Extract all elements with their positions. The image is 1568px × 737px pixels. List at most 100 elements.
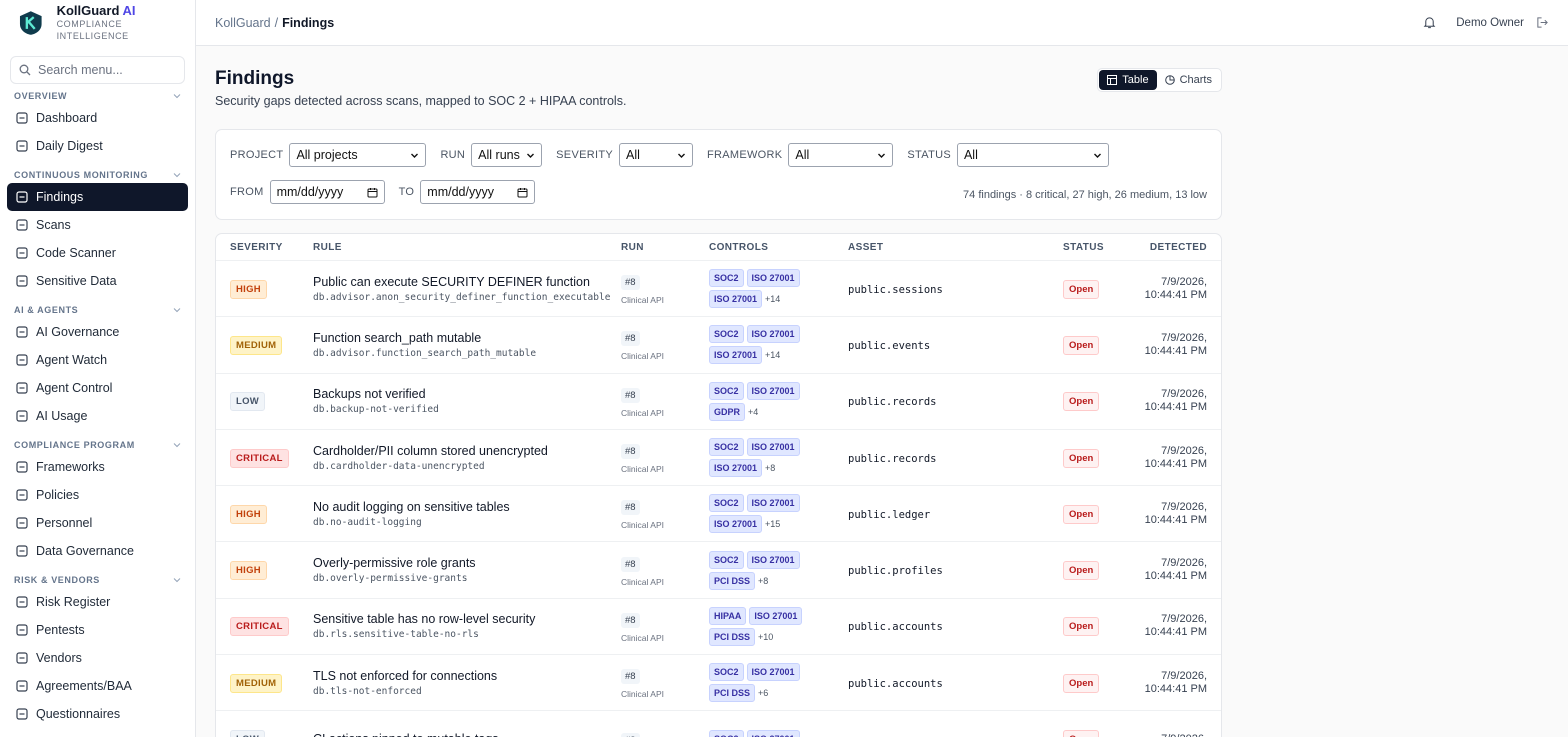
column-header[interactable]: DETECTED <box>1149 241 1207 253</box>
nav-section[interactable]: AI & AGENTS <box>0 302 195 318</box>
rule-id: db.overly-permissive-grants <box>313 573 468 585</box>
table-row[interactable]: HIGH Overly-permissive role grants db.over… <box>216 542 1221 599</box>
control-chip: SOC2 <box>709 325 744 344</box>
user-name[interactable]: Demo Owner <box>1456 16 1524 29</box>
run-badge[interactable]: #8 <box>621 612 640 628</box>
nav-item[interactable]: Daily Digest <box>7 132 188 160</box>
view-toggle: Table Charts <box>1097 68 1222 92</box>
filter-select[interactable]: All <box>956 143 1109 167</box>
nav-item[interactable]: Data Governance <box>7 537 188 565</box>
cell: Open <box>1063 729 1133 737</box>
controls-more: +15 <box>765 519 781 530</box>
run-badge[interactable]: #8 <box>621 387 640 403</box>
column-header[interactable]: RULE <box>313 241 342 253</box>
run-badge[interactable]: #8 <box>621 500 640 516</box>
controls: SOC2 ISO 27001 GDPR +4 <box>709 381 809 421</box>
nav-icon <box>16 219 28 231</box>
nav-item[interactable]: Frameworks <box>7 453 188 481</box>
chevron <box>173 94 181 99</box>
run-badge[interactable]: #8 <box>621 733 640 737</box>
nav-item[interactable]: Scans <box>7 211 188 239</box>
nav-item[interactable]: Dashboard <box>7 104 188 132</box>
cell: 7/9/2026, 10:44:41 PM <box>1133 501 1207 527</box>
nav-item[interactable]: Findings <box>7 183 188 211</box>
column-header[interactable]: STATUS <box>1063 241 1104 253</box>
table-row[interactable]: MEDIUM TLS not enforced for connections db… <box>216 655 1221 712</box>
severity-badge: CRITICAL <box>230 617 289 637</box>
date-label: FROM <box>230 186 264 198</box>
asset: public.ledger <box>848 508 931 521</box>
nav-section-title: CONTINUOUS MONITORING <box>14 170 148 180</box>
nav-item[interactable]: Agreements/BAA <box>7 672 188 700</box>
controls-more: +14 <box>765 350 781 361</box>
control-chip: ISO 27001 <box>746 438 800 457</box>
table-row[interactable]: HIGH Public can execute SECURITY DEFINER … <box>216 261 1221 318</box>
table-row[interactable]: LOW CI actions pinned to mutable tags#8 SO… <box>216 711 1221 737</box>
filter-select[interactable]: All projects <box>289 143 427 167</box>
run-badge[interactable]: #8 <box>621 669 640 685</box>
nav-item[interactable]: Vendors <box>7 644 188 672</box>
nav-item[interactable]: Code Scanner <box>7 239 188 267</box>
logout[interactable] <box>1536 16 1549 29</box>
table-row[interactable]: CRITICAL Sensitive table has no row-level… <box>216 599 1221 656</box>
date-input[interactable]: mm/dd/yyyy <box>420 180 536 204</box>
cell: 7/9/2026, 10:44:41 PM <box>1133 332 1207 358</box>
nav-item[interactable]: Sensitive Data <box>7 267 188 295</box>
severity-badge: MEDIUM <box>230 335 283 355</box>
nav-item[interactable]: Pentests <box>7 616 188 644</box>
nav-section[interactable]: COMPLIANCE PROGRAM <box>0 437 195 453</box>
nav-item[interactable]: AI Governance <box>7 318 188 346</box>
status-badge: Open <box>1063 448 1100 468</box>
cell: Open <box>1063 279 1133 299</box>
nav-item[interactable]: Questionnaires <box>7 700 188 728</box>
run-badge[interactable]: #8 <box>621 556 640 572</box>
brand[interactable]: KollGuard AI COMPLIANCE INTELLIGENCE <box>0 0 195 45</box>
breadcrumb-root[interactable]: KollGuard <box>215 15 271 30</box>
date-placeholder: mm/dd/yyyy <box>427 185 494 199</box>
nav-icon <box>16 545 28 557</box>
nav-item[interactable]: Policies <box>7 481 188 509</box>
rule-title: Cardholder/PII column stored unencrypted <box>313 443 548 458</box>
nav-item[interactable]: Agent Control <box>7 374 188 402</box>
run-badge[interactable]: #8 <box>621 331 640 347</box>
search-box[interactable]: Search menu... <box>10 56 185 84</box>
view-charts[interactable]: Charts <box>1157 70 1220 90</box>
cell: TLS not enforced for connections db.tls-n… <box>313 669 621 697</box>
nav-item[interactable]: Personnel <box>7 509 188 537</box>
run-badge[interactable]: #8 <box>621 275 640 291</box>
control-chip: SOC2 <box>709 550 744 569</box>
control-chip: PCI DSS <box>709 571 756 590</box>
controls: SOC2 ISO 27001 ISO 27001 +8 <box>709 438 809 478</box>
filter-select[interactable]: All <box>618 143 693 167</box>
cell: HIGH <box>230 504 313 524</box>
nav-section[interactable]: CONTINUOUS MONITORING <box>0 167 195 183</box>
table-row[interactable]: MEDIUM Function search_path mutable db.adv… <box>216 317 1221 374</box>
column-header[interactable]: SEVERITY <box>230 241 283 253</box>
nav-item[interactable]: Risk Register <box>7 588 188 616</box>
column-header[interactable]: CONTROLS <box>709 241 769 253</box>
run-badge[interactable]: #8 <box>621 444 640 460</box>
nav-section[interactable]: RISK & VENDORS <box>0 572 195 588</box>
cell: No audit logging on sensitive tables db.n… <box>313 500 621 528</box>
nav-item[interactable]: AI Usage <box>7 402 188 430</box>
date-input[interactable]: mm/dd/yyyy <box>269 180 385 204</box>
nav-label: Agent Control <box>36 381 113 395</box>
rule-id: db.tls-not-enforced <box>313 685 422 697</box>
detected: 7/9/2026, 10:44:41 PM <box>1144 500 1207 526</box>
nav-item[interactable]: Agent Watch <box>7 346 188 374</box>
column-header[interactable]: RUN <box>621 241 644 253</box>
table-row[interactable]: LOW Backups not verified db.backup-not-ver… <box>216 374 1221 430</box>
control-chip: ISO 27001 <box>746 381 800 400</box>
notifications[interactable] <box>1423 16 1436 29</box>
cell: 7/9/2026, <box>1133 733 1207 737</box>
filter-select[interactable]: All runs <box>471 143 543 167</box>
table-row[interactable]: HIGH No audit logging on sensitive tables… <box>216 486 1221 543</box>
status-badge: Open <box>1063 617 1100 637</box>
filter-select[interactable]: All <box>788 143 894 167</box>
table-row[interactable]: CRITICAL Cardholder/PII column stored une… <box>216 430 1221 487</box>
nav-section[interactable]: OVERVIEW <box>0 88 195 104</box>
cell: 7/9/2026, 10:44:41 PM <box>1133 670 1207 696</box>
rule-id: db.backup-not-verified <box>313 404 439 416</box>
column-header[interactable]: ASSET <box>848 241 884 253</box>
view-table[interactable]: Table <box>1099 70 1157 90</box>
